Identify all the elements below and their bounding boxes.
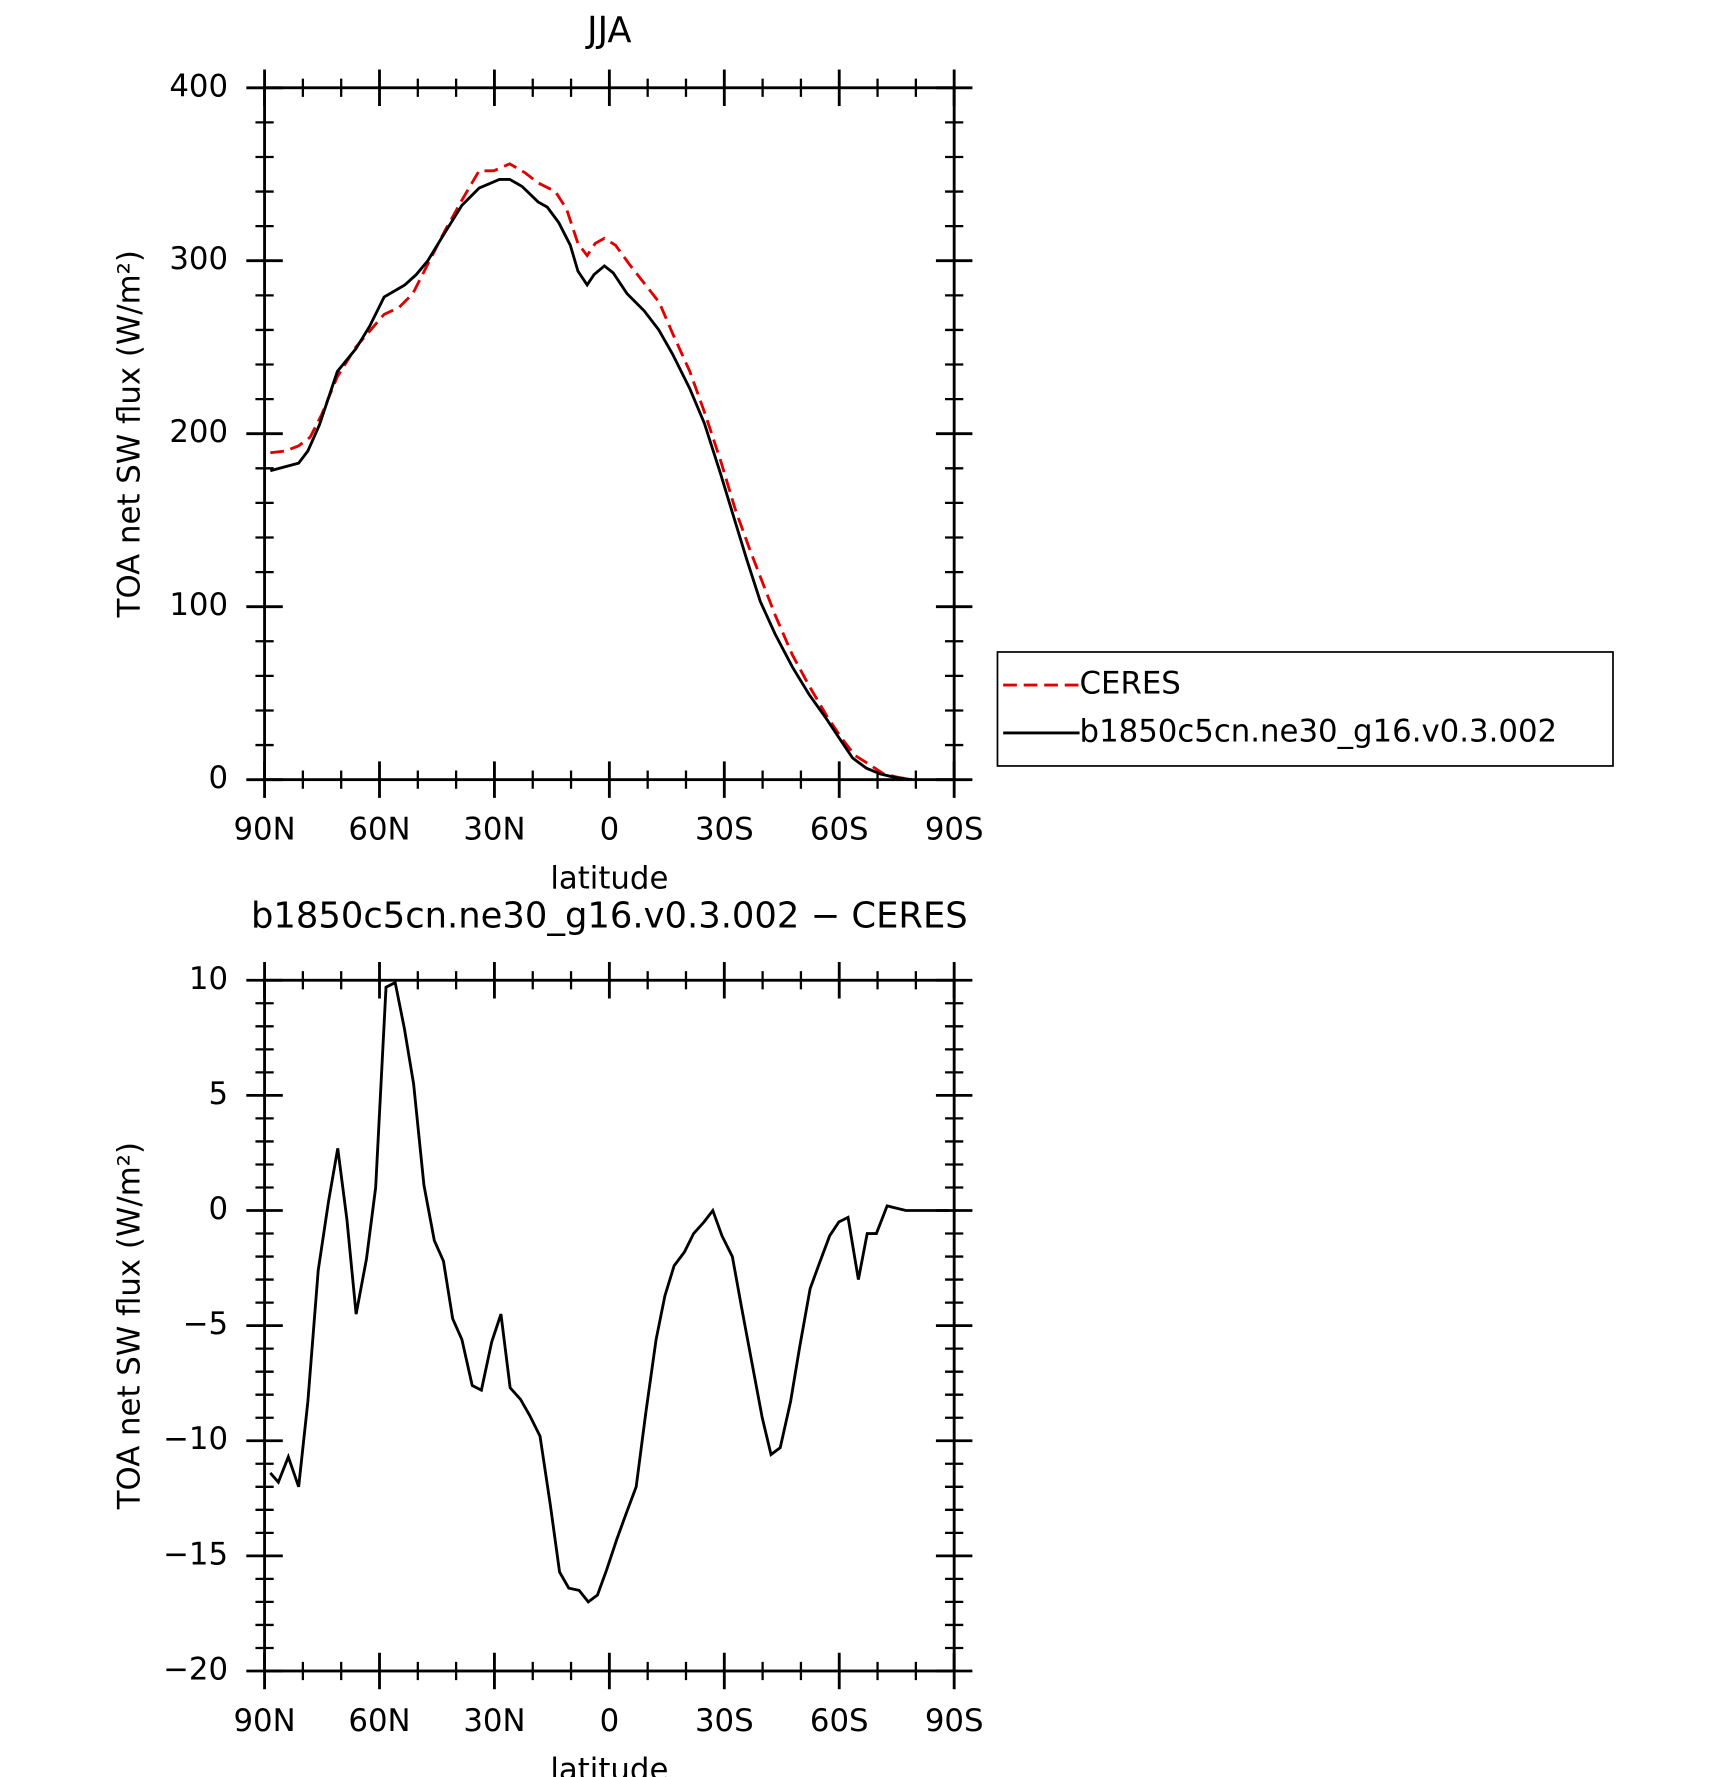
plot-frame bbox=[263, 86, 956, 782]
y-axis-label: TOA net SW flux (W/m²) bbox=[112, 1142, 148, 1510]
x-tick-label: 0 bbox=[600, 1703, 620, 1739]
y-tick-label: −10 bbox=[163, 1421, 228, 1457]
y-tick-label: −5 bbox=[183, 1306, 228, 1342]
y-tick-label: −20 bbox=[163, 1651, 228, 1687]
x-tick-label: 90N bbox=[233, 1703, 295, 1739]
legend-label: CERES bbox=[1080, 666, 1181, 702]
x-tick-label: 90S bbox=[925, 1703, 984, 1739]
y-axis-label: TOA net SW flux (W/m²) bbox=[112, 250, 148, 618]
y-tick-label: 10 bbox=[189, 961, 228, 997]
y-tick-label: 0 bbox=[209, 760, 229, 796]
y-tick-label: 100 bbox=[169, 587, 228, 623]
y-tick-label: 300 bbox=[169, 241, 228, 277]
x-axis-label: latitude bbox=[550, 1752, 668, 1777]
y-tick-label: 400 bbox=[169, 68, 228, 104]
data-line bbox=[270, 162, 913, 782]
x-tick-label: 60S bbox=[810, 811, 869, 847]
data-line bbox=[269, 178, 913, 782]
data-line bbox=[269, 980, 950, 1604]
plot-frame bbox=[263, 978, 956, 1673]
legend-label: b1850c5cn.ne30_g16.v0.3.002 bbox=[1080, 713, 1558, 749]
y-tick-label: −15 bbox=[163, 1536, 228, 1572]
x-tick-label: 60S bbox=[810, 1703, 869, 1739]
chart-title: b1850c5cn.ne30_g16.v0.3.002 − CERES bbox=[251, 896, 968, 937]
x-tick-label: 60N bbox=[348, 811, 410, 847]
x-tick-label: 90S bbox=[925, 811, 984, 847]
x-axis-label: latitude bbox=[550, 860, 668, 896]
x-tick-label: 90N bbox=[233, 811, 295, 847]
x-tick-label: 60N bbox=[348, 1703, 410, 1739]
x-tick-label: 30N bbox=[463, 1703, 525, 1739]
x-tick-label: 30S bbox=[695, 811, 754, 847]
y-tick-label: 0 bbox=[209, 1191, 229, 1227]
y-tick-label: 5 bbox=[209, 1076, 229, 1112]
x-tick-label: 30S bbox=[695, 1703, 754, 1739]
y-tick-label: 200 bbox=[169, 414, 228, 450]
chart-title: JJA bbox=[585, 10, 631, 51]
legend-box bbox=[996, 651, 1614, 767]
x-tick-label: 0 bbox=[600, 811, 620, 847]
x-tick-label: 30N bbox=[463, 811, 525, 847]
